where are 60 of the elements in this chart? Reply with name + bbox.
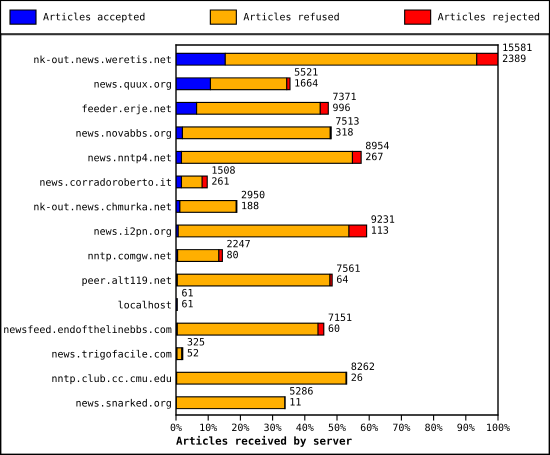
annotation: 11 — [290, 398, 301, 406]
y-tick-label: news.novabbs.org — [76, 129, 171, 139]
x-tick-label: 0% — [170, 424, 182, 432]
annotation: 15581 — [503, 44, 532, 52]
annotation: 2389 — [502, 54, 526, 62]
annotation: 7513 — [336, 117, 359, 125]
annotation: 2247 — [227, 240, 250, 248]
y-tick-label: news.quux.org — [94, 82, 171, 90]
x-tick-label: 60% — [360, 424, 378, 432]
x-tick-label: 40% — [296, 424, 314, 432]
y-tick-label: nntp.club.cc.cmu.edu — [52, 374, 171, 384]
x-tick-label: 70% — [393, 424, 410, 432]
annotation: 61 — [182, 288, 193, 296]
annotation: 261 — [212, 177, 229, 185]
y-tick-label: news.trigofacile.com — [52, 350, 172, 360]
annotation: 267 — [366, 152, 383, 160]
legend-label: Articles accepted — [43, 12, 144, 22]
annotation: 61 — [182, 300, 193, 308]
annotation: 80 — [227, 250, 238, 258]
y-tick-label: nntp.comgw.net — [88, 252, 171, 262]
annotation: 1664 — [295, 79, 318, 87]
annotation: 996 — [333, 104, 350, 112]
annotation: 7151 — [328, 314, 352, 322]
annotation: 8262 — [351, 362, 374, 370]
annotation: 188 — [242, 202, 258, 210]
y-tick-label: news.snarked.org — [76, 398, 171, 409]
x-tick-label: 20% — [232, 424, 250, 432]
annotation: 8954 — [366, 142, 389, 150]
annotation: 52 — [188, 348, 198, 357]
annotation: 2950 — [242, 190, 264, 198]
annotation: 325 — [188, 338, 204, 346]
annotation: 26 — [352, 373, 362, 382]
y-tick-label: news.nntp4.net — [88, 154, 171, 164]
y-tick-label: localhost — [118, 300, 171, 309]
annotation: 5286 — [290, 387, 313, 395]
annotation: 64 — [336, 275, 348, 283]
x-tick-label: 50% — [328, 424, 346, 432]
annotation: 7561 — [337, 264, 360, 272]
annotation: 9231 — [371, 215, 394, 223]
x-tick-label: 100% — [487, 424, 510, 432]
annotation: 5521 — [294, 68, 318, 76]
legend-label: Articles rejected — [438, 12, 540, 22]
annotation: 113 — [372, 226, 388, 234]
annotation: 318 — [336, 128, 353, 136]
y-tick-label: peer.alt119.net — [82, 276, 171, 286]
annotation: 1508 — [212, 166, 235, 174]
annotation: 60 — [328, 324, 340, 332]
y-tick-label: nk-out.news.weretis.net — [34, 55, 171, 64]
x-tick-label: 90% — [457, 424, 475, 432]
y-tick-label: news.i2pn.org — [94, 227, 171, 237]
legend-label: Articles refused — [244, 12, 339, 20]
x-tick-label: 10% — [200, 424, 218, 432]
y-tick-label: newsfeed.endofthelinebbs.com — [4, 325, 172, 334]
x-axis-title: Articles received by server — [176, 436, 352, 447]
annotation: 7371 — [333, 92, 356, 100]
x-tick-label: 30% — [264, 424, 282, 432]
y-tick-label: nk-out.news.chmurka.net — [34, 202, 171, 210]
y-tick-label: news.corradoroberto.it — [40, 178, 171, 186]
x-tick-label: 80% — [425, 424, 442, 432]
y-tick-label: feeder.erje.net — [82, 104, 171, 114]
